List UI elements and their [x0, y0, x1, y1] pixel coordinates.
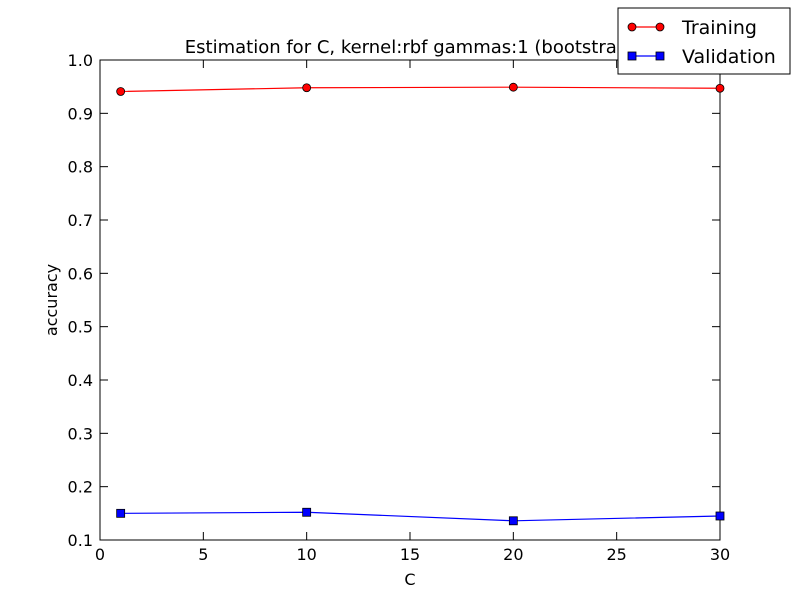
legend-label: Validation: [682, 46, 776, 68]
series-layer: [116, 82, 725, 526]
tick-labels: 0 5 10 15 20 25 30 0.1 0.2 0.3 0.4 0.5 0.6 0.7 0.8 0.9 1…: [68, 51, 731, 564]
x-tick-label: 5: [198, 545, 208, 564]
data-point: [116, 508, 126, 518]
legend-item-training: Training: [627, 17, 757, 39]
data-point: [116, 87, 126, 96]
y-axis-label: accuracy: [42, 264, 61, 336]
y-tick-label: 0.3: [68, 424, 93, 443]
x-tick-label: 10: [296, 545, 316, 564]
x-tick-label: 25: [606, 545, 626, 564]
x-tick-label: 20: [503, 545, 523, 564]
y-tick-label: 0.1: [68, 531, 93, 550]
data-point: [508, 516, 518, 526]
plot-area: [99, 59, 721, 541]
data-point: [302, 507, 312, 517]
y-tick-label: 0.2: [68, 478, 93, 497]
x-tick-label: 30: [710, 545, 730, 564]
legend-item-validation: Validation: [627, 46, 776, 68]
x-tick-label: 15: [400, 545, 420, 564]
legend-marker: [655, 51, 665, 61]
x-axis-label: C: [404, 570, 415, 589]
y-tick-label: 0.5: [68, 318, 93, 337]
x-tick-label: 0: [95, 545, 105, 564]
legend-marker: [627, 51, 637, 61]
y-tick-label: 0.9: [68, 104, 93, 123]
y-tick-label: 0.7: [68, 211, 93, 230]
legend-marker: [627, 22, 637, 32]
data-point: [715, 511, 725, 521]
data-point: [715, 83, 725, 93]
legend-marker: [655, 22, 665, 32]
y-tick-label: 1.0: [68, 51, 93, 70]
data-point: [302, 83, 312, 93]
y-tick-label: 0.6: [68, 264, 93, 283]
chart-title: Estimation for C, kernel:rbf gammas:1 (b…: [185, 37, 635, 58]
y-tick-label: 0.8: [68, 158, 93, 177]
series-training: [116, 82, 725, 96]
data-point: [508, 82, 518, 92]
axis-ticks: [99, 59, 721, 541]
series-validation: [116, 507, 725, 526]
legend: Training Validation: [617, 7, 791, 75]
legend-box: [617, 7, 791, 75]
series-line: [120, 86, 721, 93]
series-line: [120, 511, 721, 522]
y-tick-label: 0.4: [68, 371, 93, 390]
legend-label: Training: [681, 17, 757, 39]
